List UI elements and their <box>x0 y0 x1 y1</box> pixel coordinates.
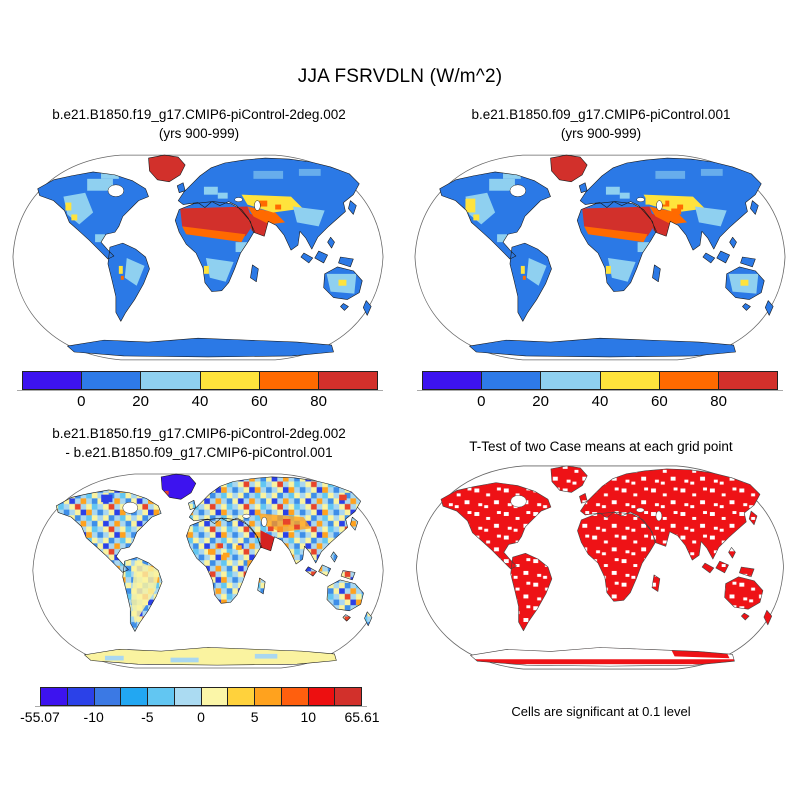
panel-title-diff-line2: - b.e21.B1850.f09_g17.CMIP6-piControl.00… <box>65 444 333 460</box>
world-map-case2 <box>412 151 788 364</box>
colorbar-case1-bar <box>22 371 378 390</box>
colorbar-case2-axis-line <box>417 390 783 391</box>
panel-title-case1: b.e21.B1850.f19_g17.CMIP6-piControl-2deg… <box>0 106 398 143</box>
panel-title-case2-line1: b.e21.B1850.f09_g17.CMIP6-piControl.001 <box>471 107 731 122</box>
colorbar-diff-bar <box>40 687 362 706</box>
panel-title-ttest: T-Test of two Case means at each grid po… <box>402 438 800 457</box>
colorbar-case1-axis-line <box>17 390 383 391</box>
colorbar-diff-labels: -55.07 -10 -5 0 5 10 65.61 <box>20 709 380 725</box>
world-map-diff <box>30 470 386 672</box>
colorbar-case1: 0 20 40 60 80 <box>17 371 383 410</box>
panel-title-case2-line2: (yrs 900-999) <box>560 125 642 141</box>
panel-title-case1-line1: b.e21.B1850.f19_g17.CMIP6-piControl-2deg… <box>52 107 346 122</box>
panel-title-case2: b.e21.B1850.f09_g17.CMIP6-piControl.001 … <box>402 106 800 143</box>
panel-title-ttest-line1: T-Test of two Case means at each grid po… <box>469 439 733 454</box>
ttest-significance-caption: Cells are significant at 0.1 level <box>511 704 691 719</box>
colorbar-case2-bar <box>422 371 778 390</box>
panel-title-diff: b.e21.B1850.f19_g17.CMIP6-piControl-2deg… <box>0 425 398 462</box>
panel-title-case1-line2: (yrs 900-999) <box>158 125 240 141</box>
panel-title-diff-line1: b.e21.B1850.f19_g17.CMIP6-piControl-2deg… <box>52 426 346 441</box>
world-map-ttest <box>412 462 788 673</box>
colorbar-diff-axis-line <box>35 706 367 707</box>
world-map-case1 <box>10 151 386 364</box>
colorbar-diff: -55.07 -10 -5 0 5 10 65.61 <box>20 687 380 726</box>
figure-title: JJA FSRVDLN (W/m^2) <box>297 66 503 87</box>
colorbar-case2: 0 20 40 60 80 <box>417 371 783 410</box>
colorbar-case1-labels: 0 20 40 60 80 <box>77 393 327 410</box>
colorbar-case2-labels: 0 20 40 60 80 <box>477 393 727 410</box>
